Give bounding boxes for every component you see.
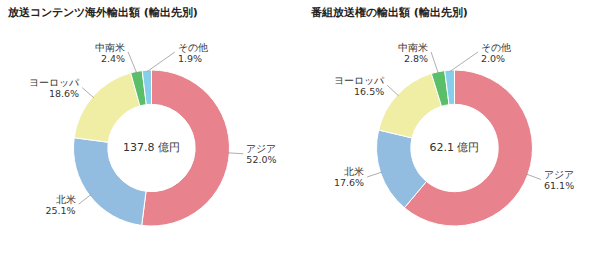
center-texts: 137.8 億円 <box>123 141 180 154</box>
leader-line <box>450 52 478 72</box>
leader-line <box>82 88 94 98</box>
leader-line <box>147 52 175 72</box>
data-label: 18.6% <box>49 88 79 99</box>
data-label: 25.1% <box>45 205 75 216</box>
slice <box>74 73 140 142</box>
labels: アジア52.0% 北米25.1% ヨーロッパ18.6% 中南米2.4% その他1.9% <box>29 42 276 216</box>
center-text: 62.1 億円 <box>430 141 480 154</box>
data-label: 61.1% <box>544 180 574 191</box>
panel: 放送コンテンツ海外輸出額 (輸出先別) 137.8 億円 アジア52.0% 北米25.… <box>7 6 277 226</box>
data-label: 2.0% <box>481 53 505 64</box>
leader-line <box>387 85 398 96</box>
data-label: 1.9% <box>178 53 202 64</box>
slice <box>445 70 455 105</box>
slice <box>379 74 442 138</box>
slices <box>376 70 532 226</box>
data-label: 2.8% <box>404 53 428 64</box>
center-texts: 62.1 億円 <box>430 141 480 154</box>
slice-label: その他 <box>178 42 208 53</box>
slice <box>376 130 426 208</box>
slice-label: アジア <box>544 169 574 180</box>
plot-area <box>376 70 532 226</box>
data-label: 52.0% <box>246 154 276 165</box>
title: 放送コンテンツ海外輸出額 (輸出先別) <box>7 6 198 19</box>
slice-label: 北米 <box>56 194 76 205</box>
data-label: 16.5% <box>354 86 384 97</box>
slice-label: ヨーロッパ <box>334 75 385 86</box>
plot-area <box>73 70 229 226</box>
leader-line <box>431 52 438 73</box>
leader-line <box>367 172 382 177</box>
leader-line <box>526 174 541 179</box>
slice <box>142 70 151 105</box>
slices <box>73 70 229 226</box>
chart-svg: 放送コンテンツ海外輸出額 (輸出先別)137.8 億円アジア52.0%北米25.… <box>0 0 606 263</box>
panel: 番組放送権の輸出額 (輸出先別) 62.1 億円アジア61.1% 北米17.6% ヨー… <box>310 6 574 226</box>
slice-label: 北米 <box>344 166 364 177</box>
slice-label: アジア <box>246 143 276 154</box>
data-label: 2.4% <box>101 53 125 64</box>
title: 番組放送権の輸出額 (輸出先別) <box>310 6 468 19</box>
leader-line <box>128 52 137 73</box>
slice-label: 中南米 <box>95 42 125 53</box>
slice-label: その他 <box>481 42 511 53</box>
labels: アジア61.1% 北米17.6% ヨーロッパ16.5% 中南米2.8% その他2.0% <box>334 42 574 191</box>
slice-label: 中南米 <box>398 42 428 53</box>
center-text: 137.8 億円 <box>123 141 180 154</box>
leader-line <box>228 152 244 154</box>
leader-line <box>79 195 91 205</box>
slice-label: ヨーロッパ <box>29 77 80 88</box>
data-label: 17.6% <box>334 177 364 188</box>
